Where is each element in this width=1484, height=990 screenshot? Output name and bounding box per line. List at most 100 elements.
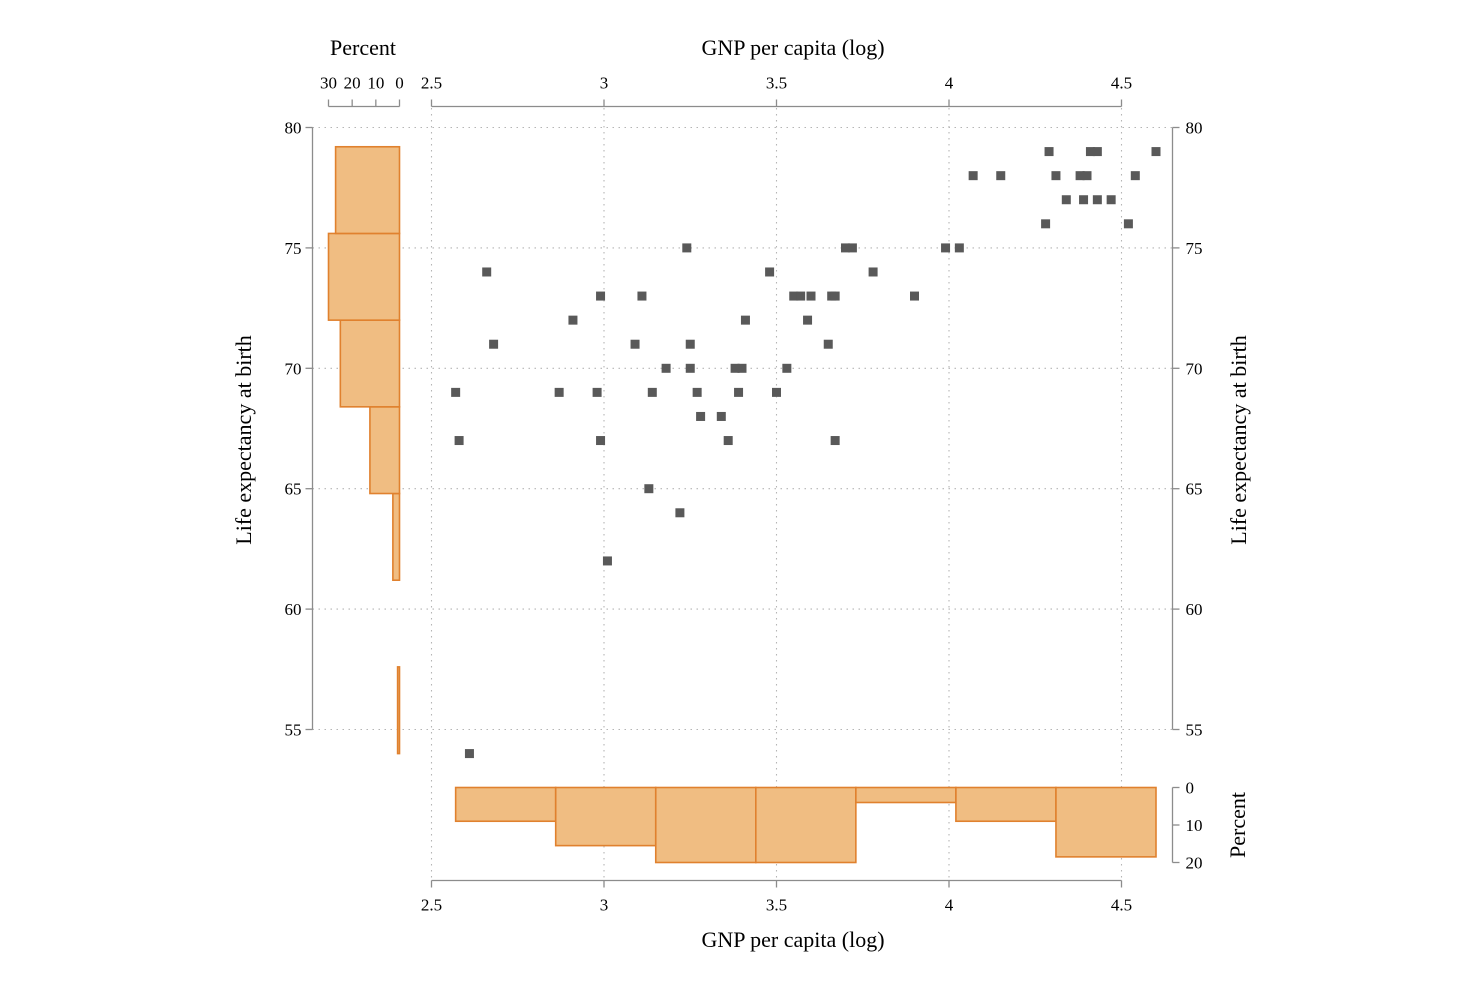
x-top-tick-label-3: 4 bbox=[945, 74, 954, 93]
y-left-tick-label-3: 70 bbox=[285, 359, 302, 378]
x-bottom-tick-label-2: 3.5 bbox=[766, 896, 787, 915]
y-right-tick-label-2: 65 bbox=[1186, 480, 1203, 499]
scatter-point-25 bbox=[734, 387, 744, 397]
scatter-point-58 bbox=[1123, 219, 1133, 229]
y-right-tick-label-3: 70 bbox=[1186, 359, 1203, 378]
scatter-points bbox=[451, 147, 1161, 759]
scatter-point-47 bbox=[1041, 219, 1051, 229]
scatter-point-26 bbox=[737, 363, 747, 373]
scatter-point-24 bbox=[730, 363, 740, 373]
scatter-point-42 bbox=[910, 291, 919, 301]
scatter-point-50 bbox=[1061, 195, 1071, 205]
scatter-point-40 bbox=[847, 243, 857, 253]
y-left-tick-label-5: 80 bbox=[285, 119, 302, 138]
x-histogram-bar-4 bbox=[855, 786, 957, 804]
scatter-point-43 bbox=[941, 243, 951, 253]
scatter-point-31 bbox=[789, 291, 799, 301]
x-histogram-bar-1 bbox=[554, 786, 657, 847]
x-top-tick-label-2: 3.5 bbox=[766, 74, 787, 93]
y-right-tick-label-0: 55 bbox=[1186, 721, 1203, 740]
scatter-point-16 bbox=[675, 508, 685, 518]
scatter-point-21 bbox=[696, 411, 706, 421]
scatter-point-37 bbox=[830, 436, 840, 446]
scatter-point-18 bbox=[685, 339, 695, 349]
x-histogram-percent-tick-label-0: 0 bbox=[1186, 779, 1195, 798]
x-histogram-bar-2 bbox=[654, 786, 757, 864]
x-histogram-bar-6 bbox=[1055, 786, 1157, 858]
scatter-point-15 bbox=[661, 363, 671, 373]
scatter-point-44 bbox=[954, 243, 964, 253]
scatter-point-10 bbox=[602, 556, 612, 566]
x-histogram-percent-tick-label-1: 10 bbox=[1186, 816, 1203, 835]
y-right-tick-label-4: 75 bbox=[1186, 239, 1203, 258]
scatter-point-0 bbox=[451, 387, 461, 397]
y-histogram-percent-title: Percent bbox=[330, 35, 396, 60]
y-axis-left-title: Life expectancy at birth bbox=[231, 335, 256, 545]
x-top-tick-label-4: 4.5 bbox=[1111, 74, 1132, 93]
scatter-point-34 bbox=[806, 291, 816, 301]
x-bottom-tick-label-4: 4.5 bbox=[1111, 896, 1132, 915]
scatter-point-35 bbox=[823, 339, 833, 349]
scatter-point-27 bbox=[740, 315, 750, 325]
scatter-point-56 bbox=[1092, 147, 1102, 157]
y-right-tick-label-5: 80 bbox=[1186, 119, 1203, 138]
y-histogram-bar-3 bbox=[339, 319, 401, 408]
scatter-point-6 bbox=[568, 315, 578, 325]
y-histogram-percent-tick-label-3: 0 bbox=[395, 74, 404, 93]
scatter-point-7 bbox=[592, 387, 602, 397]
scatter-point-29 bbox=[772, 387, 781, 397]
scatter-point-8 bbox=[596, 291, 606, 301]
x-histogram-bar-0 bbox=[454, 786, 557, 823]
scatter-point-23 bbox=[723, 436, 733, 446]
scatter-point-59 bbox=[1130, 171, 1140, 181]
scatter-point-55 bbox=[1092, 195, 1102, 205]
scatter-point-57 bbox=[1106, 195, 1116, 205]
y-marginal-histogram bbox=[327, 145, 401, 755]
scatter-point-41 bbox=[868, 267, 878, 277]
y-histogram-bar-1 bbox=[392, 492, 401, 582]
scatter-point-13 bbox=[644, 484, 654, 494]
scatter-point-28 bbox=[765, 267, 775, 277]
y-histogram-percent-tick-label-1: 20 bbox=[344, 74, 361, 93]
axes: 55 55 60 60 65 65 70 70 75 75 80 80 2.5 2.5 3 3 3.5 3.5 4 4… bbox=[285, 74, 1203, 915]
scatter-point-17 bbox=[682, 243, 692, 253]
scatter-point-33 bbox=[803, 315, 813, 325]
scatter-point-48 bbox=[1044, 147, 1054, 157]
scatter-point-11 bbox=[630, 339, 640, 349]
scatter-point-20 bbox=[692, 387, 702, 397]
x-bottom-tick-label-3: 4 bbox=[945, 896, 954, 915]
scatter-point-32 bbox=[796, 291, 806, 301]
scatter-point-53 bbox=[1082, 171, 1092, 181]
scatter-point-19 bbox=[685, 363, 695, 373]
scatter-point-2 bbox=[464, 749, 474, 759]
x-top-tick-label-1: 3 bbox=[600, 74, 609, 93]
y-histogram-percent-tick-label-0: 30 bbox=[320, 74, 337, 93]
scatter-point-39 bbox=[841, 243, 850, 253]
scatter-point-38 bbox=[830, 291, 840, 301]
scatter-point-22 bbox=[716, 411, 726, 421]
scatter-point-9 bbox=[596, 436, 606, 446]
x-bottom-tick-label-0: 2.5 bbox=[421, 896, 442, 915]
scatter-point-52 bbox=[1079, 195, 1089, 205]
x-marginal-histogram bbox=[454, 786, 1157, 864]
y-histogram-bar-4 bbox=[327, 232, 401, 321]
scatter-point-1 bbox=[454, 436, 464, 446]
x-histogram-bar-3 bbox=[754, 786, 857, 864]
y-left-tick-label-1: 60 bbox=[285, 600, 302, 619]
scatter-point-46 bbox=[996, 171, 1006, 181]
y-histogram-percent-tick-label-2: 10 bbox=[367, 74, 384, 93]
scatter-point-14 bbox=[647, 387, 657, 397]
x-histogram-percent-title: Percent bbox=[1225, 792, 1250, 858]
scatter-point-4 bbox=[489, 339, 499, 349]
scatter-point-5 bbox=[554, 387, 564, 397]
y-left-tick-label-4: 75 bbox=[285, 239, 302, 258]
scatter-point-3 bbox=[482, 267, 492, 277]
y-right-tick-label-1: 60 bbox=[1186, 600, 1203, 619]
x-bottom-tick-label-1: 3 bbox=[600, 896, 609, 915]
x-histogram-bar-5 bbox=[955, 786, 1057, 823]
y-histogram-bar-0 bbox=[396, 666, 401, 755]
grid-lines bbox=[312, 108, 1173, 880]
scatter-point-30 bbox=[782, 363, 792, 373]
x-axis-bottom-title: GNP per capita (log) bbox=[701, 927, 884, 952]
